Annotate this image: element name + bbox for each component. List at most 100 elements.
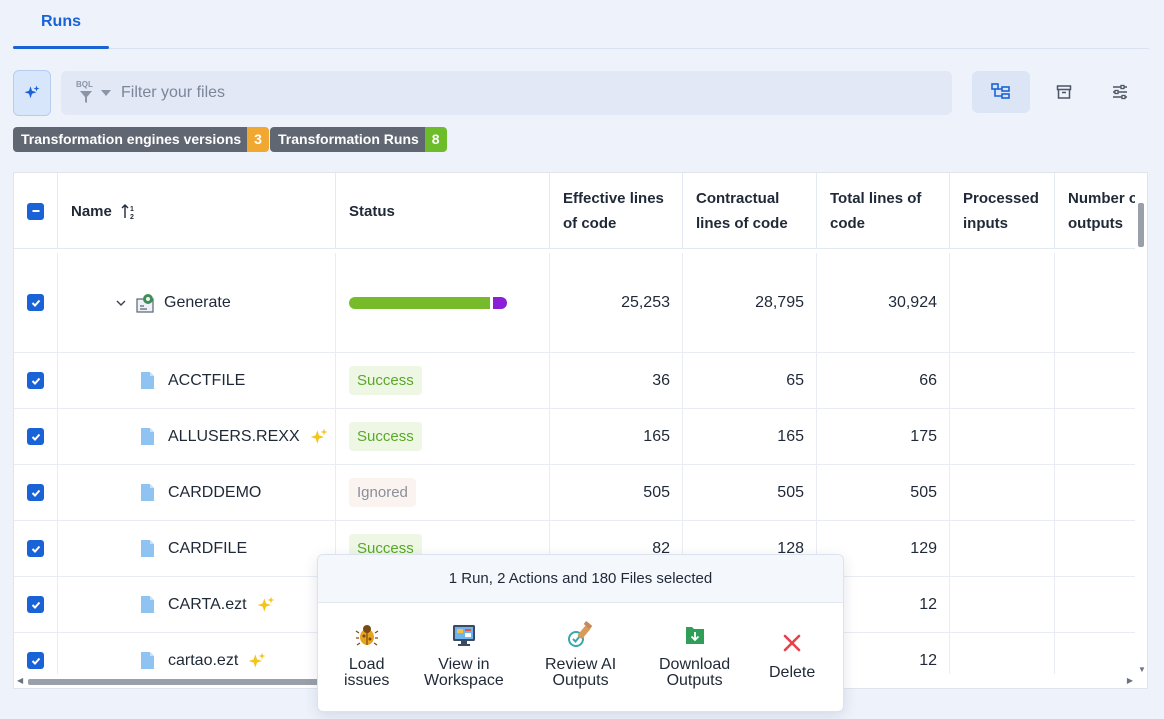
row-checkbox[interactable] bbox=[27, 652, 44, 669]
row-checkbox[interactable] bbox=[27, 484, 44, 501]
sort-ascending-icon[interactable]: 1 2 bbox=[121, 203, 138, 220]
bql-filter-toggle[interactable]: BQL bbox=[76, 80, 96, 108]
group-name-cell: Generate bbox=[58, 253, 336, 352]
delete-button[interactable]: Delete bbox=[769, 629, 815, 681]
scroll-left-arrow[interactable]: ◀ bbox=[17, 676, 24, 685]
group-contractual-cell: 28,795 bbox=[683, 253, 817, 352]
table-row[interactable]: ACCTFILE Success 36 65 66 bbox=[14, 353, 1136, 409]
transformation-runs-badge[interactable]: Transformation Runs 8 bbox=[270, 127, 447, 152]
group-contractual-value: 28,795 bbox=[755, 293, 804, 311]
row-checkbox[interactable] bbox=[27, 294, 44, 311]
column-name-label: Name bbox=[71, 202, 112, 220]
file-icon bbox=[141, 540, 154, 557]
row-checkbox[interactable] bbox=[27, 596, 44, 613]
review-ai-icon bbox=[567, 621, 595, 649]
total-lines-value: 175 bbox=[910, 427, 937, 445]
runs-badge-label: Transformation Runs bbox=[270, 127, 425, 152]
table-row-group[interactable]: Generate 25,253 28,795 30,924 bbox=[14, 253, 1136, 353]
generate-engine-icon bbox=[136, 293, 154, 313]
column-header-effective-loc[interactable]: Effective lines of code bbox=[550, 173, 683, 249]
archive-button[interactable] bbox=[1035, 71, 1093, 113]
column-header-contractual-loc[interactable]: Contractual lines of code bbox=[683, 173, 817, 249]
column-header-number-outputs[interactable]: Number of outputs bbox=[1055, 173, 1145, 249]
group-total-value: 30,924 bbox=[888, 293, 937, 311]
column-status-label: Status bbox=[349, 202, 395, 220]
search-input[interactable] bbox=[121, 71, 921, 115]
file-processed-cell bbox=[950, 465, 1055, 520]
select-all-checkbox[interactable] bbox=[27, 202, 44, 220]
row-checkbox-cell bbox=[14, 521, 58, 576]
file-name[interactable]: ACCTFILE bbox=[168, 371, 246, 389]
horizontal-scroll-thumb[interactable] bbox=[28, 679, 328, 685]
file-name[interactable]: cartao.ezt bbox=[168, 651, 239, 669]
contractual-lines-value: 165 bbox=[777, 427, 804, 445]
status-badge: Success bbox=[349, 422, 422, 451]
effective-lines-value: 505 bbox=[643, 483, 670, 501]
column-header-status[interactable]: Status bbox=[336, 173, 550, 249]
tree-view-icon bbox=[991, 83, 1010, 99]
file-processed-cell bbox=[950, 521, 1055, 576]
file-name[interactable]: CARDDEMO bbox=[168, 483, 262, 501]
ai-search-button[interactable] bbox=[13, 70, 51, 116]
group-status-cell bbox=[336, 253, 550, 352]
total-lines-value: 505 bbox=[910, 483, 937, 501]
row-checkbox[interactable] bbox=[27, 372, 44, 389]
chevron-down-icon[interactable] bbox=[101, 90, 111, 96]
file-outputs-cell bbox=[1055, 353, 1136, 408]
file-effective-cell: 505 bbox=[550, 465, 683, 520]
row-checkbox[interactable] bbox=[27, 540, 44, 557]
file-status-cell: Success bbox=[336, 353, 550, 408]
file-icon bbox=[141, 652, 154, 669]
tree-view-button[interactable] bbox=[972, 71, 1030, 113]
check-icon bbox=[31, 545, 40, 553]
engines-versions-badge[interactable]: Transformation engines versions 3 bbox=[13, 127, 269, 152]
vertical-scrollbar[interactable]: ▼ bbox=[1135, 173, 1147, 688]
column-settings-button[interactable] bbox=[1091, 71, 1149, 113]
column-header-total-loc[interactable]: Total lines of code bbox=[817, 173, 950, 249]
chevron-down-icon[interactable] bbox=[115, 297, 127, 309]
column-total-label: Total lines of code bbox=[830, 190, 922, 232]
tab-bar: Runs bbox=[13, 0, 1149, 49]
runs-badge-count: 8 bbox=[424, 127, 447, 152]
review-ai-outputs-label: Review AI Outputs bbox=[545, 656, 617, 689]
column-contractual-label: Contractual lines of code bbox=[696, 190, 788, 232]
download-outputs-button[interactable]: Download Outputs bbox=[659, 621, 730, 689]
table-row[interactable]: CARDFILE Success 82 128 129 bbox=[14, 521, 1136, 577]
table-header: Name 1 2 Status Effective lines of code … bbox=[14, 173, 1145, 249]
file-status-cell: Ignored bbox=[336, 465, 550, 520]
file-name-cell: cartao.ezt bbox=[58, 633, 336, 688]
view-in-workspace-label: View in Workspace bbox=[424, 656, 504, 689]
engines-badge-count: 3 bbox=[247, 127, 269, 152]
indeterminate-icon bbox=[32, 210, 39, 212]
table-row[interactable]: ALLUSERS.REXX Success 165 165 175 bbox=[14, 409, 1136, 465]
review-ai-outputs-button[interactable]: Review AI Outputs bbox=[545, 621, 616, 689]
scroll-right-arrow[interactable]: ▶ bbox=[1126, 676, 1133, 685]
scroll-down-arrow[interactable]: ▼ bbox=[1138, 665, 1146, 674]
tab-runs[interactable]: Runs bbox=[13, 0, 109, 49]
file-icon bbox=[141, 484, 154, 501]
check-icon bbox=[31, 433, 40, 441]
file-name[interactable]: CARDFILE bbox=[168, 539, 248, 557]
sliders-icon bbox=[1113, 84, 1127, 100]
row-checkbox-cell bbox=[14, 577, 58, 632]
download-outputs-label: Download Outputs bbox=[659, 656, 731, 689]
row-checkbox[interactable] bbox=[27, 428, 44, 445]
file-contractual-cell: 65 bbox=[683, 353, 817, 408]
ai-sparkle-icon bbox=[310, 428, 327, 444]
column-header-processed-inputs[interactable]: Processed inputs bbox=[950, 173, 1055, 249]
group-effective-cell: 25,253 bbox=[550, 253, 683, 352]
load-issues-button[interactable]: Load issues bbox=[344, 621, 389, 689]
effective-lines-value: 82 bbox=[652, 539, 670, 557]
table-row[interactable]: CARDDEMO Ignored 505 505 505 bbox=[14, 465, 1136, 521]
file-name[interactable]: ALLUSERS.REXX bbox=[168, 427, 300, 445]
sparkle-icon bbox=[24, 85, 40, 99]
file-name[interactable]: CARTA.ezt bbox=[168, 595, 247, 613]
file-processed-cell bbox=[950, 409, 1055, 464]
view-in-workspace-button[interactable]: View in Workspace bbox=[424, 621, 504, 689]
vertical-scroll-thumb[interactable] bbox=[1138, 203, 1144, 247]
column-header-name[interactable]: Name 1 2 bbox=[58, 173, 336, 249]
file-name-cell: CARTA.ezt bbox=[58, 577, 336, 632]
file-name-cell: ACCTFILE bbox=[58, 353, 336, 408]
group-name: Generate bbox=[164, 293, 231, 311]
file-contractual-cell: 505 bbox=[683, 465, 817, 520]
